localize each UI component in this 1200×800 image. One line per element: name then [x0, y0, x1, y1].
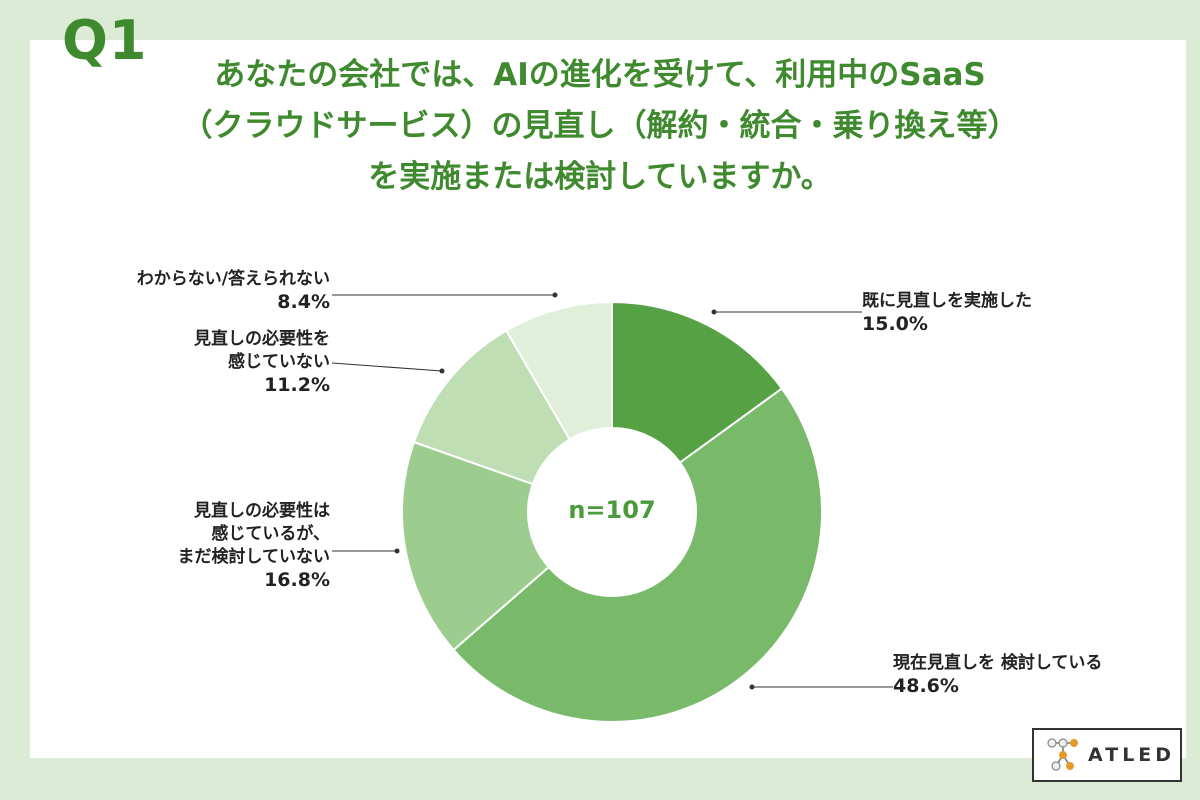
- slice-label-implemented-text: 既に見直しを実施した: [862, 291, 1032, 311]
- slice-label-unknown-value: 8.4%: [277, 291, 330, 313]
- slice-label-unknown-text: わからない/答えられない: [136, 269, 330, 289]
- atled-logo-text: ATLED: [1088, 744, 1176, 766]
- leader-line-not-needed: [331, 362, 443, 372]
- slice-label-not-yet-line-2: 感じているが、: [211, 524, 330, 544]
- slice-label-not-needed-line-1: 見直しの必要性を: [194, 329, 330, 349]
- leader-dot-implemented: [711, 309, 717, 315]
- slice-label-unknown: わからない/答えられない 8.4%: [60, 268, 330, 314]
- leader-dot-considering: [749, 684, 755, 690]
- slice-label-not-needed-value: 11.2%: [264, 374, 330, 396]
- question-line-1: あなたの会社では、AIの進化を受けて、利用中のSaaS: [214, 57, 986, 93]
- leader-dot-not-needed: [439, 368, 445, 374]
- slice-label-considering: 現在見直しを 検討している 48.6%: [893, 652, 1102, 698]
- slice-label-implemented: 既に見直しを実施した 15.0%: [862, 290, 1032, 336]
- question-line-2: （クラウドサービス）の見直し（解約・統合・乗り換え等）: [181, 108, 1019, 144]
- question-line-3: を実施または検討していますか。: [368, 159, 832, 195]
- donut-slice-implemented: [611, 300, 784, 465]
- donut-slice-unknown: [504, 300, 613, 441]
- slice-label-not-yet: 見直しの必要性は 感じているが、 まだ検討していない 16.8%: [80, 500, 331, 592]
- slice-label-not-needed-line-2: 感じていない: [228, 352, 330, 372]
- slice-label-not-yet-line-3: まだ検討していない: [177, 547, 331, 567]
- atled-logo: ATLED: [1032, 728, 1182, 782]
- slice-label-considering-line-2: 検討している: [1000, 653, 1103, 673]
- slice-label-considering-value: 48.6%: [893, 675, 959, 697]
- donut-slice-considering: [452, 387, 823, 724]
- slice-label-implemented-value: 15.0%: [862, 313, 928, 335]
- donut-slice-not-needed: [412, 329, 572, 486]
- slice-label-not-needed: 見直しの必要性を 感じていない 11.2%: [80, 328, 330, 397]
- leader-dot-not-yet: [394, 548, 400, 554]
- donut-slice-not-yet: [401, 440, 551, 652]
- slice-label-considering-line-1: 現在見直しを: [893, 653, 995, 673]
- sample-size-label: n=107: [568, 496, 656, 524]
- question-title: あなたの会社では、AIの進化を受けて、利用中のSaaS （クラウドサービス）の見…: [0, 50, 1200, 203]
- leader-lines: [331, 292, 893, 690]
- atled-logo-icon: [1047, 738, 1078, 771]
- leader-dot-unknown: [552, 292, 558, 298]
- slice-label-not-yet-value: 16.8%: [264, 569, 330, 591]
- slice-label-not-yet-line-1: 見直しの必要性は: [194, 501, 330, 521]
- donut-slices: [401, 300, 823, 724]
- question-number: Q1: [62, 9, 148, 72]
